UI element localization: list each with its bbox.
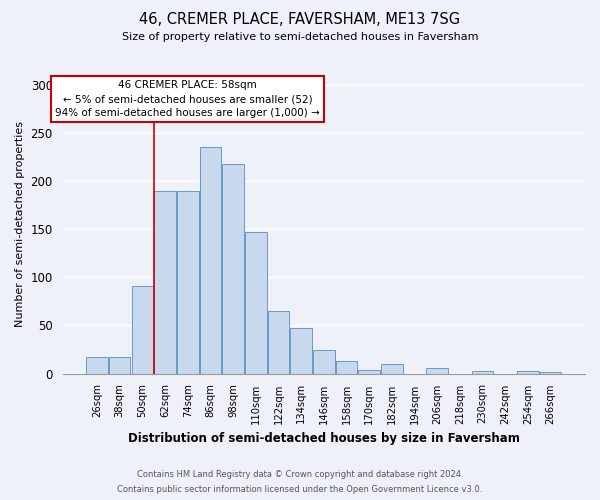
Bar — [200, 147, 221, 374]
Bar — [540, 372, 561, 374]
Bar — [86, 357, 108, 374]
Bar — [268, 311, 289, 374]
Y-axis label: Number of semi-detached properties: Number of semi-detached properties — [15, 122, 25, 328]
Bar — [517, 370, 539, 374]
Bar — [223, 164, 244, 374]
Bar — [335, 361, 357, 374]
Bar — [313, 350, 335, 374]
Bar — [177, 190, 199, 374]
Bar — [131, 286, 153, 374]
Bar — [381, 364, 403, 374]
X-axis label: Distribution of semi-detached houses by size in Faversham: Distribution of semi-detached houses by … — [128, 432, 520, 445]
Text: 46, CREMER PLACE, FAVERSHAM, ME13 7SG: 46, CREMER PLACE, FAVERSHAM, ME13 7SG — [139, 12, 461, 28]
Bar — [472, 370, 493, 374]
Text: 46 CREMER PLACE: 58sqm
← 5% of semi-detached houses are smaller (52)
94% of semi: 46 CREMER PLACE: 58sqm ← 5% of semi-deta… — [55, 80, 320, 118]
Bar — [427, 368, 448, 374]
Bar — [154, 190, 176, 374]
Bar — [358, 370, 380, 374]
Text: Size of property relative to semi-detached houses in Faversham: Size of property relative to semi-detach… — [122, 32, 478, 42]
Bar — [109, 357, 130, 374]
Bar — [245, 232, 266, 374]
Text: Contains HM Land Registry data © Crown copyright and database right 2024.: Contains HM Land Registry data © Crown c… — [137, 470, 463, 479]
Bar — [290, 328, 312, 374]
Text: Contains public sector information licensed under the Open Government Licence v3: Contains public sector information licen… — [118, 485, 482, 494]
